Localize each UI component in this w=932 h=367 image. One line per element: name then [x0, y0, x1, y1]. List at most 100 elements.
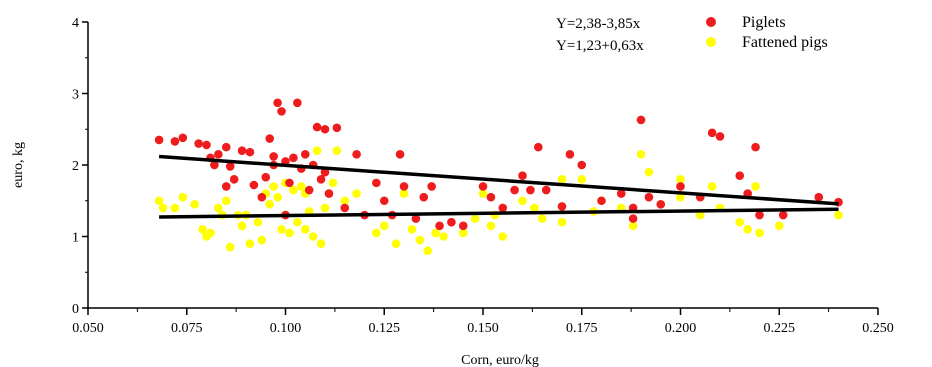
data-point-piglets: [510, 185, 519, 195]
data-point-fattened-pigs: [253, 217, 263, 227]
data-point-piglets: [312, 122, 322, 132]
data-point-piglets: [486, 192, 496, 202]
data-point-fattened-pigs: [245, 239, 255, 248]
data-point-fattened-pigs: [415, 235, 425, 245]
data-point-fattened-pigs: [277, 225, 286, 234]
data-point-fattened-pigs: [644, 167, 654, 177]
data-point-piglets: [245, 147, 255, 157]
legend-label-piglets: Piglets: [742, 14, 786, 31]
data-point-piglets: [221, 182, 231, 191]
x-tick-label: 0.075: [171, 321, 203, 336]
data-point-piglets: [636, 115, 646, 125]
data-point-piglets: [656, 200, 666, 209]
data-point-piglets: [154, 135, 164, 145]
data-point-piglets: [778, 210, 788, 220]
data-point-piglets: [269, 152, 278, 161]
data-point-piglets: [577, 160, 587, 170]
data-point-piglets: [214, 149, 223, 159]
x-axis-label: Corn, euro/kg: [461, 353, 539, 367]
data-point-fattened-pigs: [308, 232, 318, 241]
data-point-piglets: [707, 128, 717, 138]
data-point-piglets: [210, 160, 219, 170]
data-point-fattened-pigs: [352, 189, 361, 198]
data-point-piglets: [557, 202, 567, 211]
data-point-fattened-pigs: [628, 221, 638, 231]
data-point-fattened-pigs: [300, 225, 310, 234]
data-point-piglets: [316, 175, 326, 184]
data-point-piglets: [755, 210, 764, 220]
data-point-fattened-pigs: [269, 182, 278, 191]
data-point-fattened-pigs: [557, 175, 567, 184]
data-point-fattened-pigs: [458, 228, 468, 238]
trend-line-piglets: [158, 154, 839, 206]
data-point-fattened-pigs: [676, 175, 685, 184]
data-point-piglets: [237, 146, 247, 155]
legend-label-fattened: Fattened pigs: [742, 34, 828, 51]
x-tick-label: 0.250: [862, 321, 894, 336]
data-point-piglets: [277, 107, 286, 116]
data-point-fattened-pigs: [178, 192, 188, 202]
data-point-piglets: [395, 149, 405, 159]
data-point-piglets: [257, 192, 267, 202]
equation-piglets: Y=2,38-3,85x: [556, 16, 641, 32]
data-point-piglets: [565, 149, 575, 159]
data-point-piglets: [735, 171, 745, 181]
x-tick-label: 0.125: [369, 321, 401, 336]
data-point-piglets: [352, 149, 361, 159]
data-point-fattened-pigs: [320, 203, 330, 213]
data-point-piglets: [249, 180, 259, 190]
data-point-piglets: [332, 123, 342, 133]
data-point-fattened-pigs: [431, 228, 440, 238]
y-tick-label: 3: [72, 88, 79, 103]
data-point-piglets: [194, 139, 203, 148]
data-point-fattened-pigs: [154, 196, 164, 206]
data-point-piglets: [498, 203, 508, 213]
data-point-piglets: [285, 178, 294, 188]
data-point-fattened-pigs: [237, 221, 247, 231]
data-point-fattened-pigs: [439, 232, 448, 241]
data-point-piglets: [435, 221, 444, 231]
data-point-fattened-pigs: [158, 203, 168, 213]
data-point-fattened-pigs: [743, 225, 752, 234]
data-point-piglets: [411, 214, 421, 223]
data-point-piglets: [644, 192, 654, 202]
data-point-piglets: [379, 196, 389, 206]
data-point-piglets: [478, 182, 488, 191]
data-point-fattened-pigs: [498, 232, 508, 241]
equation-fattened: Y=1,23+0,63x: [556, 38, 644, 54]
data-point-fattened-pigs: [285, 228, 294, 238]
data-point-piglets: [814, 192, 824, 202]
data-point-piglets: [597, 196, 606, 206]
data-point-fattened-pigs: [312, 146, 322, 155]
data-point-piglets: [447, 217, 456, 227]
data-point-fattened-pigs: [170, 203, 180, 213]
data-point-piglets: [273, 98, 282, 108]
data-point-piglets: [265, 134, 275, 143]
data-point-fattened-pigs: [340, 196, 350, 206]
data-point-piglets: [170, 137, 180, 146]
x-tick-label: 0.200: [665, 321, 697, 336]
data-point-fattened-pigs: [332, 146, 342, 155]
x-tick-label: 0.100: [270, 321, 302, 336]
data-point-fattened-pigs: [755, 228, 764, 238]
data-point-fattened-pigs: [676, 192, 685, 202]
data-point-fattened-pigs: [198, 225, 207, 234]
data-point-fattened-pigs: [407, 225, 417, 234]
y-tick-label: 2: [72, 159, 79, 174]
data-point-fattened-pigs: [707, 182, 717, 191]
data-point-fattened-pigs: [478, 189, 488, 198]
data-point-fattened-pigs: [751, 182, 760, 191]
data-point-piglets: [616, 189, 626, 198]
data-point-fattened-pigs: [190, 200, 199, 209]
data-point-piglets: [261, 172, 271, 182]
data-point-piglets: [751, 142, 760, 152]
y-tick-label: 0: [72, 302, 79, 317]
data-point-piglets: [320, 124, 330, 134]
data-point-piglets: [419, 192, 429, 202]
data-points: [154, 98, 843, 256]
data-point-piglets: [458, 221, 468, 231]
data-point-piglets: [178, 133, 188, 143]
data-point-piglets: [715, 132, 725, 141]
data-point-fattened-pigs: [399, 189, 409, 198]
data-point-fattened-pigs: [257, 235, 267, 245]
